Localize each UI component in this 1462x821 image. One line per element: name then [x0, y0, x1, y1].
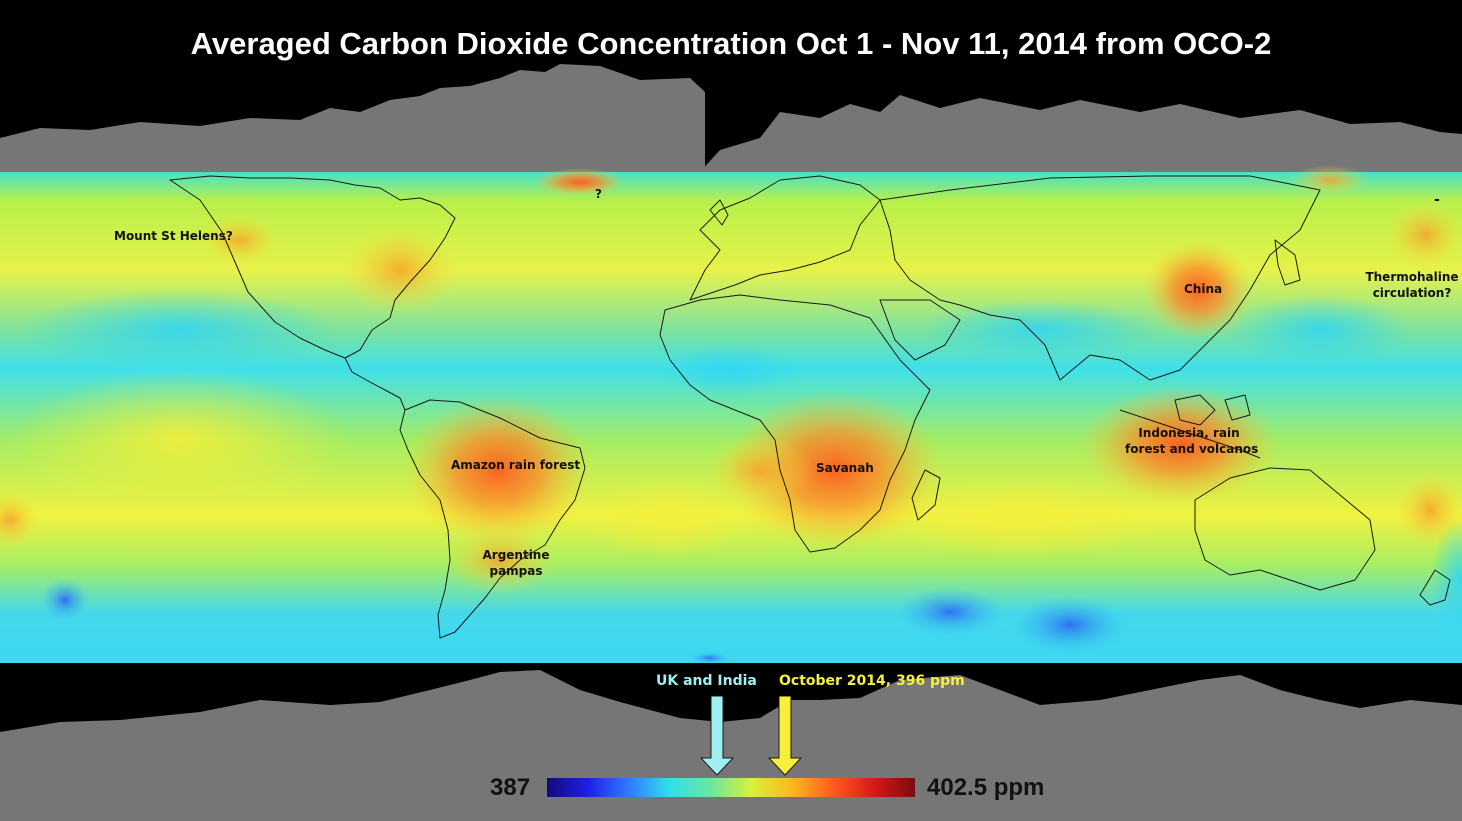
figure-title: Averaged Carbon Dioxide Concentration Oc… [190, 26, 1272, 61]
annotation-argentine: Argentine pampas [476, 547, 556, 579]
annotation-thermohaline-line2: circulation? [1372, 286, 1452, 300]
annotation-savanah: Savanah [816, 461, 874, 475]
scale-min-label: 387 [490, 774, 531, 801]
annotation-indonesia-line2: forest and volcanos [1125, 442, 1259, 456]
annotation-argentine-line2: pampas [489, 564, 543, 578]
annotation-thermohaline: Thermohaline circulation? [1357, 269, 1462, 301]
annotation-indonesia: Indonesia, rain forest and volcanos [1125, 425, 1259, 457]
annotation-indonesia-line1: Indonesia, rain [1138, 426, 1240, 440]
annotation-dash: - [1434, 192, 1440, 208]
annotation-argentine-line1: Argentine [482, 548, 550, 562]
arrow-down-icon-uk-india [700, 696, 734, 776]
co2-data-band [0, 165, 1462, 664]
coastlines [169, 175, 1451, 639]
annotation-question-mark: ? [595, 187, 602, 201]
annotation-thermohaline-line1: Thermohaline [1365, 270, 1459, 284]
pointer-label-uk-india: UK and India [656, 673, 757, 689]
annotation-china: China [1184, 282, 1223, 296]
northern-landmass [0, 64, 1462, 172]
antarctica-landmass [0, 670, 1462, 821]
arrow-down-icon-october-2014 [768, 696, 802, 776]
color-scale-bar [547, 778, 915, 797]
pointer-label-october-2014: October 2014, 396 ppm [779, 673, 965, 689]
annotation-amazon: Amazon rain forest [451, 458, 581, 472]
scale-max-label: 402.5 ppm [927, 774, 1045, 801]
annotation-mount-st-helens: Mount St Helens? [114, 229, 233, 243]
